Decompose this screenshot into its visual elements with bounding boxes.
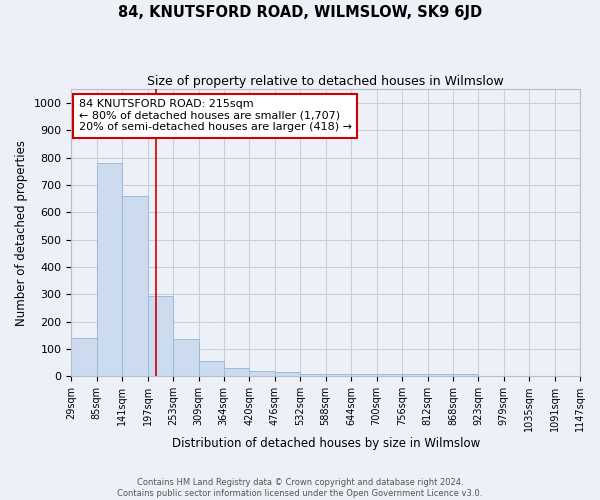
Bar <box>249 372 275 376</box>
Text: Contains HM Land Registry data © Crown copyright and database right 2024.
Contai: Contains HM Land Registry data © Crown c… <box>118 478 482 498</box>
Bar <box>173 340 199 376</box>
Bar <box>326 374 351 376</box>
Bar <box>148 296 173 376</box>
Bar <box>351 374 377 376</box>
Bar <box>224 368 249 376</box>
Bar <box>402 374 428 376</box>
Bar <box>122 196 148 376</box>
Bar <box>428 374 453 376</box>
Bar <box>199 362 224 376</box>
Text: 84, KNUTSFORD ROAD, WILMSLOW, SK9 6JD: 84, KNUTSFORD ROAD, WILMSLOW, SK9 6JD <box>118 5 482 20</box>
Bar <box>71 338 97 376</box>
Title: Size of property relative to detached houses in Wilmslow: Size of property relative to detached ho… <box>147 75 504 88</box>
X-axis label: Distribution of detached houses by size in Wilmslow: Distribution of detached houses by size … <box>172 437 480 450</box>
Y-axis label: Number of detached properties: Number of detached properties <box>15 140 28 326</box>
Bar <box>453 374 478 376</box>
Bar <box>300 374 326 376</box>
Bar <box>97 163 122 376</box>
Bar <box>377 374 402 376</box>
Bar <box>275 372 300 376</box>
Text: 84 KNUTSFORD ROAD: 215sqm
← 80% of detached houses are smaller (1,707)
20% of se: 84 KNUTSFORD ROAD: 215sqm ← 80% of detac… <box>79 99 352 132</box>
